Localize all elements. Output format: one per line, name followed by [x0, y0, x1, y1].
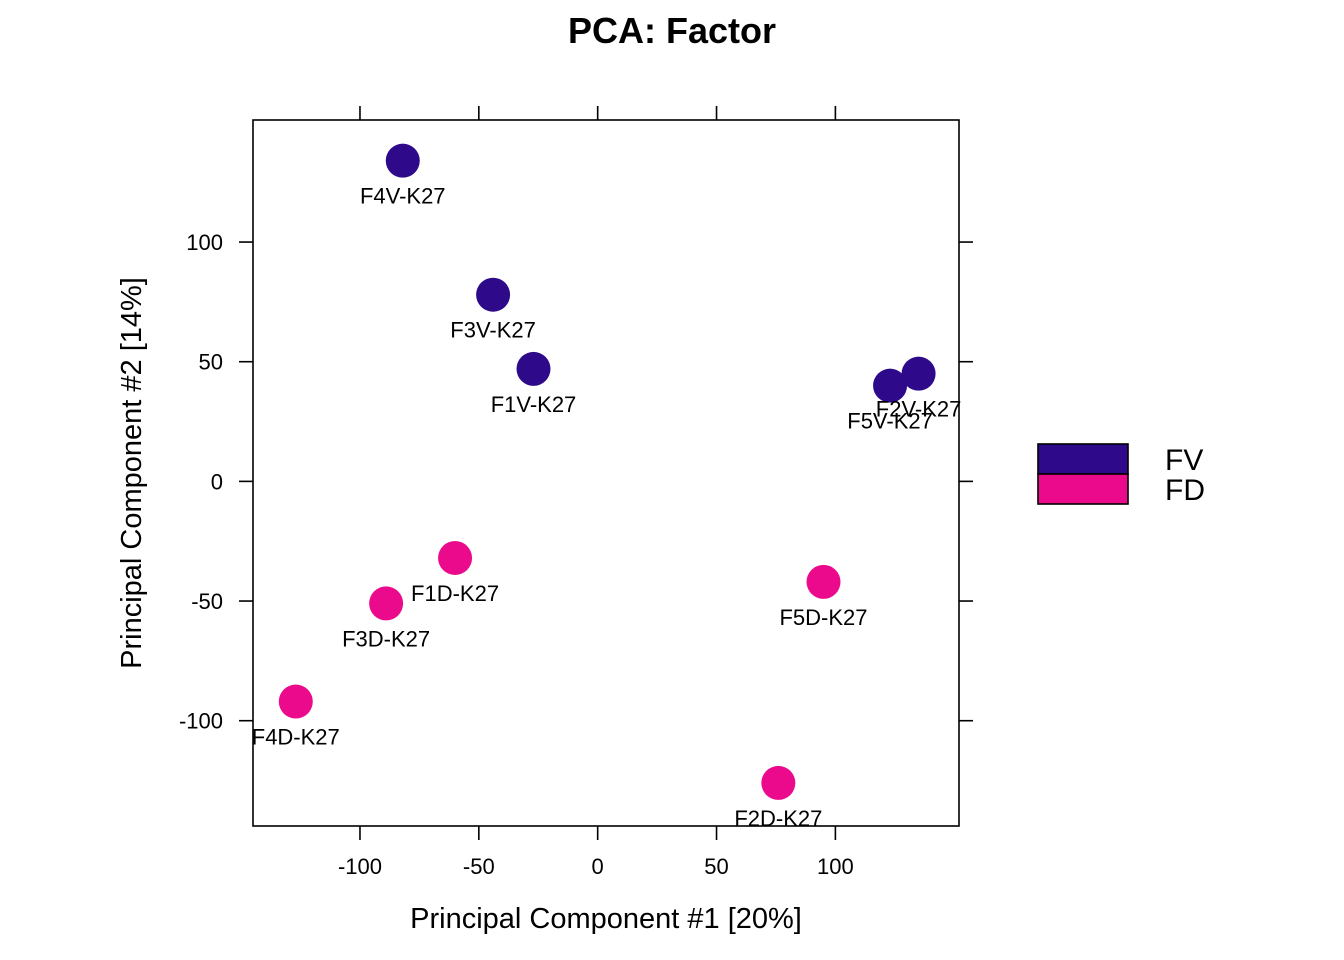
point-label: F2V-K27 [876, 397, 962, 422]
x-tick-label: 50 [704, 854, 728, 879]
data-point [901, 356, 936, 391]
x-tick-label: -50 [463, 854, 495, 879]
data-point [438, 540, 473, 575]
data-point [369, 586, 404, 621]
point-label: F3D-K27 [342, 626, 430, 651]
point-label: F4V-K27 [360, 184, 446, 209]
y-tick-label: 100 [186, 230, 223, 255]
data-point [806, 564, 841, 599]
axis-ticks: -100 -50 0 50 100 -100 -50 0 50 100 [179, 106, 973, 879]
legend-label: FV [1165, 444, 1203, 477]
point-label: F5V-K27 [847, 409, 933, 434]
y-tick-label: -100 [179, 709, 223, 734]
data-point [761, 765, 796, 800]
legend-swatch [1037, 443, 1129, 475]
legend-label: FD [1165, 474, 1205, 507]
data-point [278, 684, 313, 719]
point-label: F1D-K27 [411, 581, 499, 606]
legend-swatch [1037, 473, 1129, 505]
data-point [873, 368, 908, 403]
x-axis-label: Principal Component #1 [20%] [410, 903, 802, 935]
data-points [278, 143, 936, 800]
x-tick-label: 100 [817, 854, 854, 879]
point-label: F1V-K27 [491, 392, 577, 417]
y-tick-label: 0 [211, 469, 223, 494]
data-point [476, 277, 511, 312]
point-label: F5D-K27 [779, 605, 867, 630]
chart-title: PCA: Factor [568, 10, 776, 51]
point-label: F2D-K27 [734, 806, 822, 831]
point-label: F4D-K27 [252, 725, 340, 750]
y-tick-label: 50 [199, 350, 223, 375]
data-point [385, 143, 420, 178]
y-tick-label: -50 [191, 589, 223, 614]
y-axis-label: Principal Component #2 [14%] [116, 277, 148, 669]
point-label: F3V-K27 [450, 318, 536, 343]
data-point [516, 351, 551, 386]
plot-frame [252, 119, 960, 827]
x-tick-label: 0 [592, 854, 604, 879]
x-tick-label: -100 [338, 854, 382, 879]
